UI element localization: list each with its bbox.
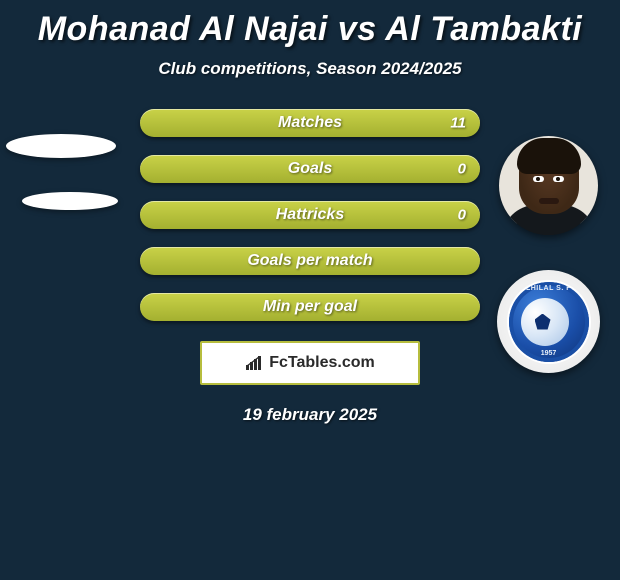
badge-text-top: ALHILAL S. FC [509, 285, 589, 292]
stat-label: Goals per match [247, 252, 372, 270]
date-text: 19 february 2025 [0, 405, 620, 425]
badge-text-bottom: 1957 [509, 350, 589, 357]
stat-label: Goals [288, 160, 332, 178]
bars-icon [245, 355, 265, 371]
stat-value-right: 0 [458, 207, 466, 224]
stat-bar-matches: Matches 11 [140, 109, 480, 137]
stat-bar-hattricks: Hattricks 0 [140, 201, 480, 229]
stat-bar-min-per-goal: Min per goal [140, 293, 480, 321]
logo-text: FcTables.com [269, 354, 375, 372]
stat-bar-goals-per-match: Goals per match [140, 247, 480, 275]
stat-label: Matches [278, 114, 342, 132]
source-logo: FcTables.com [200, 341, 420, 385]
left-avatar-placeholder-2 [22, 192, 118, 210]
stat-label: Min per goal [263, 298, 357, 316]
club-badge: ALHILAL S. FC 1957 [497, 270, 600, 373]
stat-value-right: 11 [450, 115, 466, 132]
stat-value-right: 0 [458, 161, 466, 178]
stat-label: Hattricks [276, 206, 344, 224]
stat-bar-goals: Goals 0 [140, 155, 480, 183]
stats-container: Matches 11 Goals 0 Hattricks 0 Goals per… [140, 109, 480, 321]
player-photo [499, 136, 598, 235]
page-title: Mohanad Al Najai vs Al Tambakti [0, 10, 620, 49]
subtitle: Club competitions, Season 2024/2025 [0, 59, 620, 79]
left-avatar-placeholder-1 [6, 134, 116, 158]
badge-ball-icon [521, 298, 569, 346]
